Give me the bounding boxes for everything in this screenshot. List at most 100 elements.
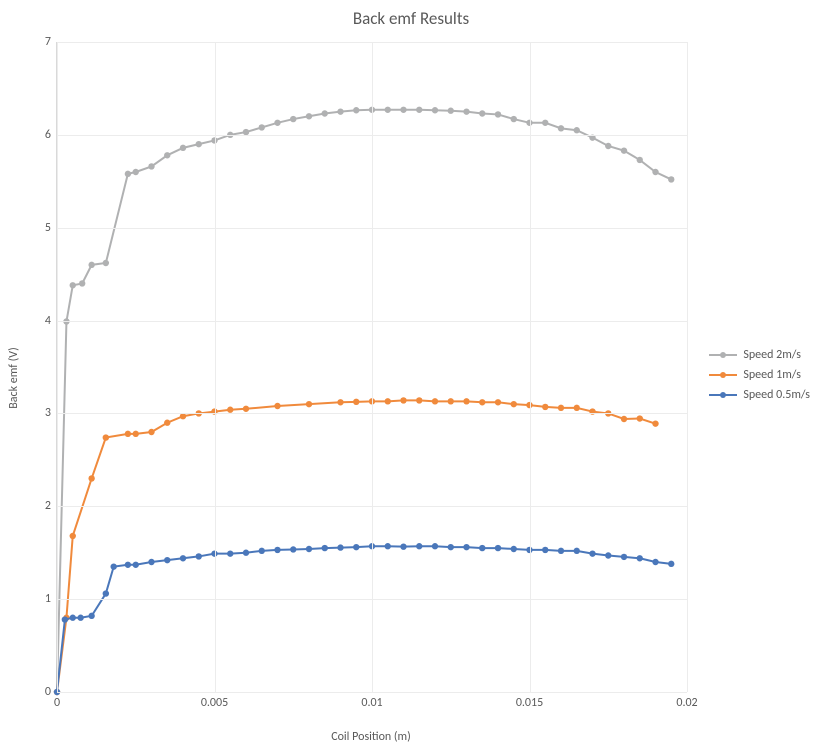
chart-title: Back emf Results bbox=[0, 8, 822, 29]
series-marker bbox=[274, 120, 280, 126]
series-marker bbox=[621, 147, 627, 153]
series-marker bbox=[495, 545, 501, 551]
series-marker bbox=[196, 553, 202, 559]
series-marker bbox=[77, 615, 83, 621]
series-marker bbox=[259, 548, 265, 554]
series-marker bbox=[416, 543, 422, 549]
series-marker bbox=[196, 141, 202, 147]
xtick-label: 0.02 bbox=[676, 692, 697, 710]
series-marker bbox=[306, 401, 312, 407]
ytick-label: 7 bbox=[45, 35, 57, 49]
series-marker bbox=[448, 398, 454, 404]
series-marker bbox=[574, 548, 580, 554]
series-marker bbox=[62, 616, 68, 622]
series-marker bbox=[432, 398, 438, 404]
series-marker bbox=[652, 559, 658, 565]
series-marker bbox=[180, 145, 186, 151]
series-marker bbox=[416, 397, 422, 403]
series-marker bbox=[652, 169, 658, 175]
series-marker bbox=[495, 399, 501, 405]
series-marker bbox=[306, 113, 312, 119]
plot-area: 0123456700.0050.010.0150.02 bbox=[56, 42, 687, 693]
series-marker bbox=[148, 163, 154, 169]
series-marker bbox=[322, 110, 328, 116]
legend-item: Speed 1m/s bbox=[709, 368, 810, 382]
series-marker bbox=[164, 557, 170, 563]
series-marker bbox=[337, 399, 343, 405]
series-marker bbox=[385, 398, 391, 404]
gridline-v bbox=[687, 42, 688, 692]
series-marker bbox=[463, 108, 469, 114]
gridline-v bbox=[530, 42, 531, 692]
series-marker bbox=[103, 590, 109, 596]
series-marker bbox=[227, 407, 233, 413]
legend-label: Speed 1m/s bbox=[743, 368, 801, 382]
series-marker bbox=[385, 107, 391, 113]
series-marker bbox=[353, 399, 359, 405]
series-marker bbox=[70, 615, 76, 621]
series-marker bbox=[416, 107, 422, 113]
legend: Speed 2m/s Speed 1m/s Speed 0.5m/s bbox=[709, 348, 810, 408]
legend-label: Speed 0.5m/s bbox=[743, 388, 810, 402]
series-marker bbox=[621, 416, 627, 422]
ytick-label: 3 bbox=[45, 406, 57, 420]
series-marker bbox=[125, 562, 131, 568]
series-marker bbox=[180, 555, 186, 561]
series-marker bbox=[542, 120, 548, 126]
series-marker bbox=[558, 548, 564, 554]
legend-item: Speed 2m/s bbox=[709, 348, 810, 362]
series-marker bbox=[448, 544, 454, 550]
series-marker bbox=[353, 107, 359, 113]
ytick-label: 6 bbox=[45, 128, 57, 142]
y-axis-title: Back emf (V) bbox=[7, 347, 21, 408]
series-marker bbox=[432, 543, 438, 549]
series-marker bbox=[133, 562, 139, 568]
series-marker bbox=[111, 563, 117, 569]
series-marker bbox=[637, 415, 643, 421]
series-marker bbox=[125, 431, 131, 437]
series-marker bbox=[605, 552, 611, 558]
series-marker bbox=[511, 546, 517, 552]
series-marker bbox=[79, 280, 85, 286]
series-marker bbox=[274, 547, 280, 553]
series-marker bbox=[652, 420, 658, 426]
series-marker bbox=[70, 533, 76, 539]
series-marker bbox=[133, 431, 139, 437]
series-marker bbox=[511, 401, 517, 407]
series-marker bbox=[479, 545, 485, 551]
series-marker bbox=[589, 550, 595, 556]
ytick-label: 4 bbox=[45, 314, 57, 328]
series-marker bbox=[148, 559, 154, 565]
legend-label: Speed 2m/s bbox=[743, 348, 801, 362]
series-marker bbox=[337, 108, 343, 114]
series-marker bbox=[88, 262, 94, 268]
series-marker bbox=[133, 169, 139, 175]
ytick-label: 2 bbox=[45, 499, 57, 513]
series-marker bbox=[463, 398, 469, 404]
series-marker bbox=[463, 544, 469, 550]
series-marker bbox=[574, 405, 580, 411]
series-line bbox=[57, 546, 671, 692]
series-marker bbox=[322, 545, 328, 551]
series-marker bbox=[621, 554, 627, 560]
series-marker bbox=[125, 171, 131, 177]
series-marker bbox=[243, 406, 249, 412]
series-marker bbox=[400, 397, 406, 403]
series-marker bbox=[243, 550, 249, 556]
series-marker bbox=[558, 125, 564, 131]
series-marker bbox=[103, 260, 109, 266]
series-marker bbox=[164, 152, 170, 158]
series-marker bbox=[70, 282, 76, 288]
series-marker bbox=[668, 561, 674, 567]
series-marker bbox=[479, 399, 485, 405]
ytick-label: 1 bbox=[45, 592, 57, 606]
series-marker bbox=[542, 547, 548, 553]
series-marker bbox=[448, 108, 454, 114]
series-marker bbox=[605, 143, 611, 149]
series-marker bbox=[227, 550, 233, 556]
series-marker bbox=[637, 555, 643, 561]
xtick-label: 0.015 bbox=[516, 692, 543, 710]
gridline-v bbox=[372, 42, 373, 692]
x-axis-title: Coil Position (m) bbox=[56, 730, 686, 744]
legend-item: Speed 0.5m/s bbox=[709, 388, 810, 402]
